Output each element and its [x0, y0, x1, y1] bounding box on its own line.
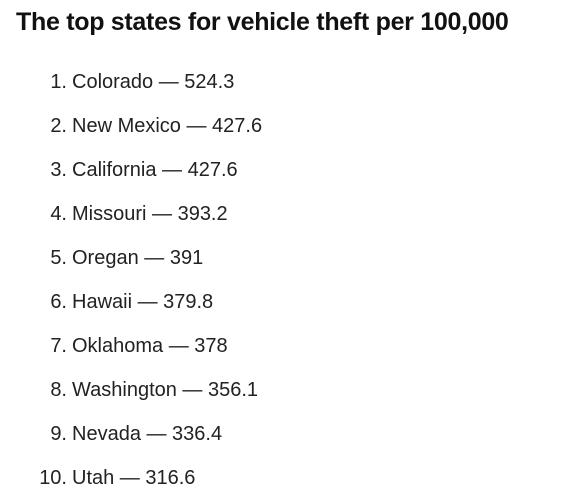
list-item: 1. Colorado — 524.3 [0, 68, 573, 96]
item-number: 3. [50, 159, 67, 181]
item-number: 10. [39, 467, 67, 489]
item-number: 2. [50, 115, 67, 137]
list-item: 3. California — 427.6 [0, 156, 573, 184]
title: The top states for vehicle theft per 100… [16, 8, 509, 36]
item-text: Hawaii — 379.8 [72, 291, 214, 313]
item-text: Washington — 356.1 [72, 379, 259, 401]
item-number: 7. [50, 335, 67, 357]
list-item: 10. Utah — 316.6 [0, 464, 573, 492]
item-number: 5. [50, 247, 67, 269]
item-number: 1. [50, 71, 67, 93]
list-item: 9. Nevada — 336.4 [0, 420, 573, 448]
item-text: Utah — 316.6 [72, 467, 196, 489]
item-text: Colorado — 524.3 [72, 71, 235, 93]
item-text: California — 427.6 [72, 159, 238, 181]
list-item: 7. Oklahoma — 378 [0, 332, 573, 360]
item-text: Nevada — 336.4 [72, 423, 223, 445]
list-item: 5. Oregan — 391 [0, 244, 573, 272]
list-item: 2. New Mexico — 427.6 [0, 112, 573, 140]
item-number: 6. [50, 291, 67, 313]
list-item: 8. Washington — 356.1 [0, 376, 573, 404]
item-number: 4. [50, 203, 67, 225]
item-number: 8. [50, 379, 67, 401]
list-item: 4. Missouri — 393.2 [0, 200, 573, 228]
item-text: New Mexico — 427.6 [72, 115, 263, 137]
item-text: Oklahoma — 378 [72, 335, 228, 357]
item-text: Oregan — 391 [72, 247, 204, 269]
item-number: 9. [50, 423, 67, 445]
list-item: 6. Hawaii — 379.8 [0, 288, 573, 316]
item-text: Missouri — 393.2 [72, 203, 228, 225]
